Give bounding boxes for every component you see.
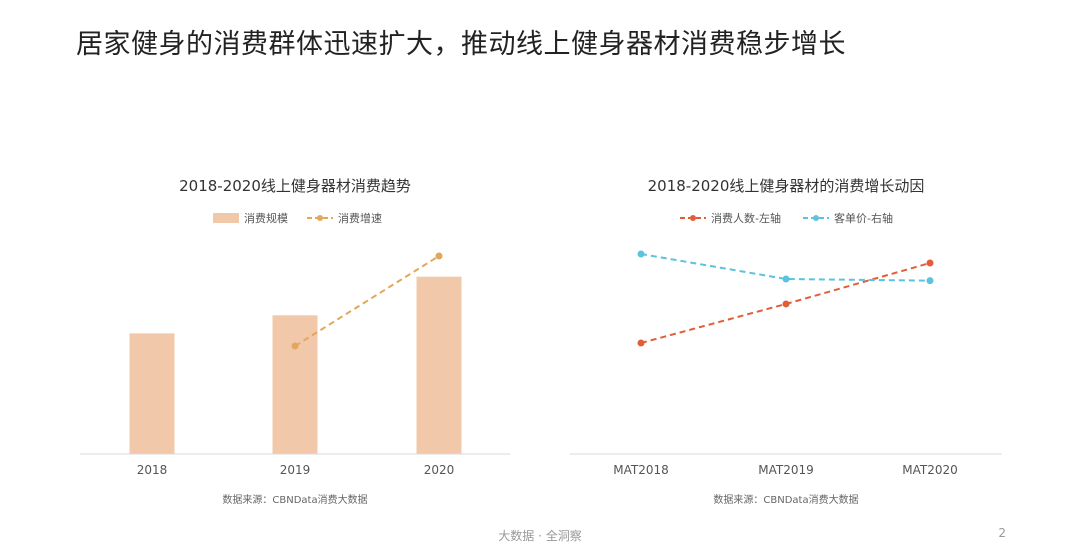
legend-bar-swatch <box>213 213 239 223</box>
chart-left-x-ticks: 2018 2019 2020 <box>137 463 455 477</box>
chart-right-title: 2018-2020线上健身器材的消费增长动因 <box>648 177 925 195</box>
people-point <box>926 259 934 267</box>
chart-left-title: 2018-2020线上健身器材消费趋势 <box>179 177 411 195</box>
bar-2020 <box>416 276 462 454</box>
x-tick-label: 2018 <box>137 463 168 477</box>
bar-2018 <box>129 333 175 454</box>
people-point <box>637 339 645 347</box>
legend-people-label: 消费人数-左轴 <box>711 211 781 225</box>
legend-people-marker <box>690 215 696 221</box>
growth-series-line <box>294 255 440 347</box>
x-tick-label: MAT2018 <box>613 463 669 477</box>
bar-2019 <box>272 315 318 454</box>
growth-point <box>291 342 299 350</box>
legend-price-marker <box>813 215 819 221</box>
growth-point <box>435 252 443 260</box>
price-point <box>637 250 645 258</box>
x-tick-label: MAT2019 <box>758 463 814 477</box>
legend-price-label: 客单价-右轴 <box>834 211 893 225</box>
page-title: 居家健身的消费群体迅速扩大，推动线上健身器材消费稳步增长 <box>76 29 846 60</box>
price-series-line <box>640 253 931 282</box>
chart-left-legend: 消费规模 消费增速 <box>213 211 382 225</box>
chart-right-legend: 消费人数-左轴 客单价-右轴 <box>680 211 893 225</box>
people-point <box>782 300 790 308</box>
x-tick-label: MAT2020 <box>902 463 958 477</box>
chart-left: 2018-2020线上健身器材消费趋势 消费规模 消费增速 2018 2019 20… <box>80 177 510 506</box>
price-point <box>782 275 790 283</box>
page-number: 2 <box>998 526 1006 540</box>
chart-right-lines <box>637 250 934 347</box>
chart-left-growth-line <box>291 252 443 350</box>
legend-bar-label: 消费规模 <box>244 211 288 225</box>
chart-right-x-ticks: MAT2018 MAT2019 MAT2020 <box>613 463 958 477</box>
chart-right-source: 数据来源：CBNData消费大数据 <box>713 493 858 506</box>
chart-right: 2018-2020线上健身器材的消费增长动因 消费人数-左轴 客单价-右轴 MA… <box>570 177 1002 506</box>
x-tick-label: 2019 <box>280 463 311 477</box>
footer-slogan: 大数据 · 全洞察 <box>498 529 582 543</box>
price-point <box>926 277 934 285</box>
legend-growth-marker <box>317 215 323 221</box>
x-tick-label: 2020 <box>424 463 455 477</box>
legend-growth-label: 消费增速 <box>338 211 382 225</box>
chart-left-bars <box>129 276 462 454</box>
chart-left-source: 数据来源：CBNData消费大数据 <box>222 493 367 506</box>
